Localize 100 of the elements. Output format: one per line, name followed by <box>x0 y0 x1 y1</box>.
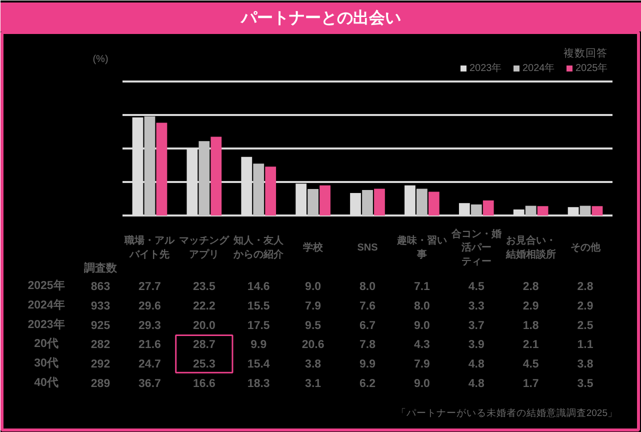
text: 3.1 <box>305 378 322 390</box>
category-label: 925 <box>90 320 110 332</box>
x-tick-label: 学校 <box>303 242 324 254</box>
data-label: 2.8 <box>577 281 594 293</box>
data-label: 17.5 <box>247 320 270 332</box>
data-label: 22.2 <box>192 300 216 312</box>
text: 2.1 <box>522 339 539 352</box>
category-label: 20代 <box>34 338 59 350</box>
x-tick-label: その他 <box>570 242 602 254</box>
category-label: 40代 <box>34 377 59 389</box>
bar <box>198 141 210 216</box>
data-label: 9.0 <box>305 281 322 293</box>
bar <box>470 204 482 216</box>
data-label: 7.9 <box>305 300 322 312</box>
category-label: 863 <box>90 281 110 293</box>
bar <box>428 192 440 216</box>
text: 9.9 <box>360 358 376 371</box>
text: 36.7 <box>138 378 161 390</box>
x-tick-label: 趣味・習い事 <box>396 234 447 260</box>
data-label: 6.7 <box>360 320 376 332</box>
text: 16.6 <box>192 378 216 390</box>
data-label: 2.5 <box>577 320 594 332</box>
data-label: 20.0 <box>192 320 216 332</box>
data-label: 7.1 <box>414 281 431 293</box>
data-label: 9.5 <box>305 320 322 332</box>
data-label: 23.5 <box>192 281 216 293</box>
text: 7.9 <box>414 358 430 371</box>
data-label: 1.8 <box>522 320 540 332</box>
text: 3.8 <box>577 358 594 371</box>
bar <box>416 188 428 216</box>
text: 「パートナーがいる未婚者の結婚意識調査2025」 <box>396 407 618 419</box>
data-label: 29.6 <box>138 300 161 312</box>
bar <box>362 190 373 216</box>
category-label: 282 <box>90 339 110 352</box>
bar <box>308 189 318 216</box>
text: 3.9 <box>468 339 484 352</box>
bar <box>320 185 330 216</box>
bar <box>592 206 603 216</box>
data-label: 2.8 <box>522 281 540 293</box>
x-tick-label: SNS <box>357 242 378 254</box>
legend-label: 2025年 <box>576 62 608 74</box>
text: 15.4 <box>247 358 270 371</box>
text: 複数回答 <box>564 46 608 60</box>
bar <box>265 166 276 216</box>
legend-label: 2024年 <box>522 62 555 74</box>
y-axis-title: (%) <box>92 54 108 65</box>
data-label: 3.3 <box>468 300 484 312</box>
chart-title: パートナーとの出会い <box>240 9 401 27</box>
category-label: 289 <box>90 378 110 390</box>
bar <box>253 164 264 216</box>
x-tick-label: 知人・友人からの紹介 <box>232 234 285 260</box>
x-tick-label: 合コン・婚活パーティー <box>450 228 502 268</box>
text: 7.8 <box>360 339 376 352</box>
text: 4.8 <box>468 358 484 371</box>
x-tick-label: 職場・アルバイト先 <box>124 234 176 260</box>
data-label: 29.3 <box>138 320 161 332</box>
data-label: 8.0 <box>360 281 376 293</box>
category-label: 30代 <box>34 358 59 370</box>
data-label: 7.6 <box>360 300 376 312</box>
text: 18.3 <box>247 378 270 390</box>
text: 3.5 <box>577 378 594 390</box>
category-label: 933 <box>90 300 110 312</box>
bar <box>144 116 156 216</box>
text: 2024年 <box>28 299 66 312</box>
data-label: 14.6 <box>247 281 270 293</box>
text: 1.1 <box>577 339 594 352</box>
text: 4.8 <box>468 378 484 390</box>
text: 25.3 <box>192 358 216 371</box>
text: 9.0 <box>414 378 430 390</box>
bar <box>482 200 494 216</box>
text: 9.9 <box>250 339 267 352</box>
text: 2023年 <box>28 318 66 331</box>
legend-label: 2023年 <box>470 62 502 74</box>
data-label: 9.0 <box>414 320 430 332</box>
bar <box>156 122 168 216</box>
text: 4.3 <box>414 339 430 352</box>
text: 6.2 <box>360 378 376 390</box>
data-label: 15.5 <box>247 300 270 312</box>
bar <box>580 206 591 216</box>
bar <box>525 206 536 216</box>
text: 1.7 <box>522 378 539 390</box>
data-label: 4.5 <box>468 281 485 293</box>
bar <box>210 136 222 216</box>
data-label: 27.7 <box>138 281 161 293</box>
text: 4.5 <box>522 358 539 371</box>
category-label: 292 <box>90 358 110 371</box>
bar <box>537 206 548 216</box>
text: 28.7 <box>192 339 216 352</box>
x-tick-label: マッチングアプリ <box>179 234 230 260</box>
text: 2025年 <box>28 280 66 292</box>
data-label: 8.0 <box>414 300 430 312</box>
text: 24.7 <box>138 358 161 371</box>
data-label: 2.9 <box>522 300 539 312</box>
data-label: 2.9 <box>577 300 594 312</box>
x-tick-label: お見合い・結婚相談所 <box>504 234 556 260</box>
bar <box>374 188 385 216</box>
text: 3.8 <box>305 358 322 371</box>
data-label: 3.7 <box>468 320 484 332</box>
text: 21.6 <box>138 339 161 352</box>
y2-axis-title: 調査数 <box>84 262 118 274</box>
